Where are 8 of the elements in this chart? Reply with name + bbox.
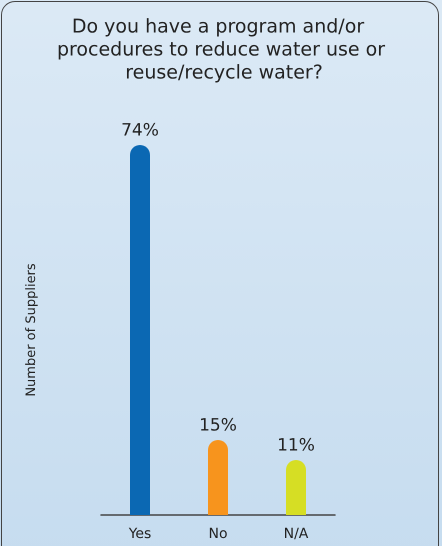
y-axis-title: Number of Suppliers <box>24 263 39 397</box>
data-label: 74% <box>121 120 159 140</box>
x-tick-label: No <box>208 526 228 542</box>
x-tick-label: Yes <box>128 526 152 542</box>
data-label: 11% <box>277 436 315 456</box>
x-tick-label: N/A <box>284 526 309 542</box>
data-label: 15% <box>199 416 237 436</box>
chart-title: Do you have a program and/or procedures to reduce water use or reuse/recycle water? <box>56 16 386 84</box>
